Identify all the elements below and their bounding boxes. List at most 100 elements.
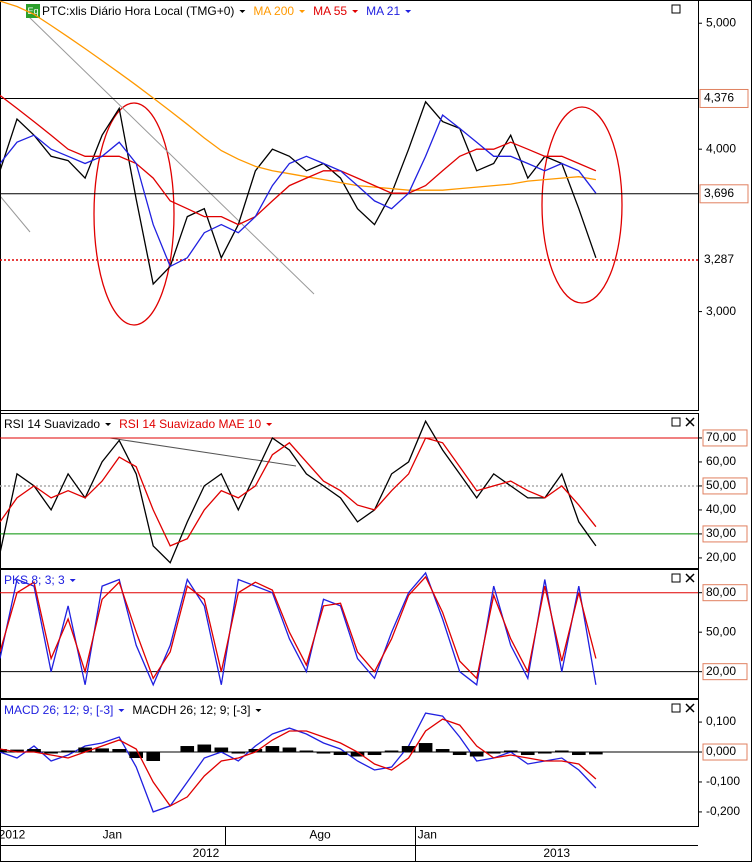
y-tick-label: 50,00 (706, 478, 736, 492)
level-label: 3,287 (704, 252, 734, 266)
icon-box (26, 4, 40, 18)
dropdown-arrow (352, 10, 359, 13)
series-group (0, 419, 597, 564)
series-group (0, 712, 603, 813)
panel-button (671, 573, 681, 583)
y-tick-label: -0,200 (706, 804, 740, 818)
trend-line (109, 437, 297, 467)
dropdown-arrow (239, 10, 246, 13)
x-tick-label: 2012 (0, 828, 26, 842)
histogram-bar (503, 750, 518, 753)
dropdown-arrow (118, 709, 125, 712)
y-tick-label: -0,100 (706, 774, 740, 788)
y-tick-label: 0,000 (706, 744, 736, 758)
histogram-bar (520, 752, 535, 756)
histogram-bar (589, 752, 603, 755)
tick-box (702, 477, 748, 495)
tick-box (702, 429, 748, 447)
tick-box (702, 663, 748, 681)
year-label: 2012 (193, 846, 220, 860)
histogram-bar (333, 752, 348, 756)
histogram-bar (572, 752, 586, 756)
histogram-bar (265, 746, 280, 753)
panel-frame (0, 0, 699, 411)
y-tick-label: 20,00 (706, 664, 736, 678)
histogram-bar (0, 749, 7, 753)
annotations (0, 15, 623, 467)
legend-entry: RSI 14 Suavizado MAE 10 (119, 417, 261, 431)
panel-button (671, 4, 681, 14)
histogram-bar (61, 750, 75, 753)
axis-lines (0, 826, 698, 862)
legend-entry: PKS 8; 3; 3 (4, 573, 65, 587)
histogram-bar (554, 750, 569, 753)
series-line (0, 100, 597, 286)
histogram-bar (452, 752, 467, 756)
y-tick-label: 80,00 (706, 585, 736, 599)
y-tick-label: 40,00 (706, 502, 736, 516)
ellipse (541, 106, 623, 304)
series-group (0, 0, 597, 286)
series-line (0, 718, 597, 807)
panel-button (685, 573, 695, 583)
panel-button (685, 417, 695, 427)
histogram-bar (214, 747, 229, 753)
histogram-bar (146, 752, 161, 762)
ellipse (93, 102, 175, 326)
histogram-bar (248, 749, 263, 753)
series-line (0, 419, 597, 564)
panel-frame (0, 569, 699, 699)
legend-entry: RSI 14 Suavizado (4, 417, 100, 431)
dropdown-arrow (266, 423, 273, 426)
y-tick-label: 0,100 (706, 714, 736, 728)
histogram-bar (469, 752, 484, 757)
dropdown-arrow (299, 10, 306, 13)
histogram-bar (78, 747, 92, 753)
histogram-bar (10, 749, 24, 753)
histogram-bar (418, 743, 433, 753)
histogram-bar (435, 749, 450, 753)
panel-frame (0, 699, 699, 827)
y-tick-label: 70,00 (706, 430, 736, 444)
trend-line (0, 195, 31, 233)
panel-button (685, 703, 695, 713)
legend-entry: MACD 26; 12; 9; [-3] (4, 703, 113, 717)
series-line (0, 0, 597, 191)
y-tick-label: 60,00 (706, 454, 736, 468)
histogram-bar (282, 747, 297, 753)
level-label: 3,696 (704, 186, 734, 200)
dropdown-arrow (69, 579, 76, 582)
tick-box (702, 743, 748, 761)
panel-button (671, 703, 681, 713)
histogram-bar (486, 752, 501, 754)
y-tick-label: 5,000 (706, 15, 736, 29)
histogram-bar (44, 752, 58, 754)
trend-line (27, 15, 315, 295)
histogram-bar (129, 752, 144, 759)
panel-frame (0, 413, 699, 569)
level-label: 4,376 (704, 91, 734, 105)
series-group (0, 571, 597, 687)
histogram-bar (537, 752, 552, 754)
series-line (0, 571, 597, 687)
dropdown-arrow (105, 423, 112, 426)
level-box (699, 88, 749, 108)
histogram-bar (299, 750, 314, 753)
histogram-bar (384, 750, 399, 753)
histogram-bar (350, 752, 365, 757)
series-line (0, 575, 597, 680)
year-label: 2013 (543, 846, 570, 860)
histogram-bar (197, 744, 212, 753)
y-tick-label: 30,00 (706, 526, 736, 540)
histogram-bar (231, 752, 246, 754)
panel-button (671, 417, 681, 427)
legend-entry: MACDH 26; 12; 9; [-3] (132, 703, 250, 717)
y-tick-label: 3,000 (706, 304, 736, 318)
y-tick-label: 4,000 (706, 141, 736, 155)
series-line (0, 113, 597, 268)
histogram-bar (95, 748, 109, 753)
y-tick-label: 20,00 (706, 550, 736, 564)
tick-box (702, 584, 748, 602)
